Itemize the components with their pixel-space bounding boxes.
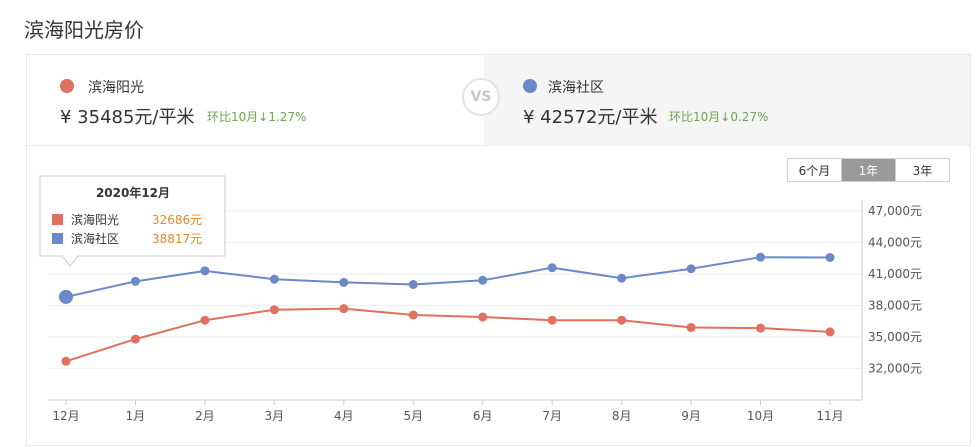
compare-right-change: 环比10月↓0.27% [669,110,769,124]
tooltip-series1-value: 32686元 [152,213,202,227]
tooltip-title: 2020年12月 [96,185,170,200]
tooltip-pointer [61,255,79,267]
compare-right: 滨海社区 ¥ 42572元/平米 环比10月↓0.27% [484,55,970,145]
compare-right-name: 滨海社区 [548,80,604,96]
compare-left-name: 滨海阳光 [88,80,144,96]
vs-badge: VS [462,78,500,116]
range-tab-3y[interactable]: 3年 [896,159,949,181]
series2-dot-icon [523,79,537,93]
series1-dot-icon [60,79,74,93]
compare-left-price: ¥ 35485元/平米 [60,107,195,128]
comparison-bar: 滨海阳光 ¥ 35485元/平米 环比10月↓1.27% 滨海社区 ¥ 4257… [27,55,970,146]
tooltip-series2-value: 38817元 [152,232,202,246]
tooltip: 2020年12月 滨海阳光 32686元 滨海社区 38817元 [39,175,226,267]
page-title: 滨海阳光房价 [24,18,144,42]
compare-right-price: ¥ 42572元/平米 [523,107,658,128]
range-tabs: 6个月 1年 3年 [787,158,950,182]
compare-left: 滨海阳光 ¥ 35485元/平米 环比10月↓1.27% [27,55,484,145]
compare-left-change: 环比10月↓1.27% [207,110,307,124]
tooltip-series1-name: 滨海阳光 [71,212,119,227]
tooltip-box [39,175,226,257]
tooltip-series1-swatch [52,214,63,225]
range-tab-6m[interactable]: 6个月 [788,159,842,181]
range-tab-1y[interactable]: 1年 [842,159,896,181]
tooltip-series2-swatch [52,233,63,244]
tooltip-series2-name: 滨海社区 [71,231,119,246]
